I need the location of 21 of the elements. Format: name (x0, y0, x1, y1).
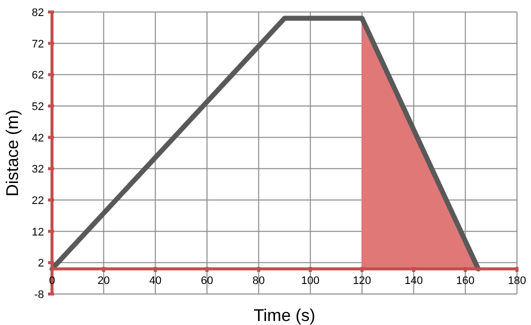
x-tick-label: 160 (456, 274, 475, 287)
x-tick-label: 100 (301, 274, 320, 287)
x-tick-label: 20 (98, 274, 110, 287)
y-tick-label: 12 (32, 226, 44, 238)
y-tick-label: 62 (32, 70, 44, 82)
x-axis-title: Time (s) (254, 306, 316, 325)
y-tick-label: 52 (32, 101, 44, 113)
x-tick-label: 80 (252, 274, 265, 287)
x-tick-label: 140 (404, 274, 423, 287)
y-tick-label: 82 (32, 7, 44, 19)
x-tick-label: 180 (508, 274, 526, 287)
y-tick-label: 72 (32, 38, 44, 50)
y-tick-label: 42 (32, 132, 44, 144)
y-tick-label: 2 (38, 258, 44, 270)
y-tick-label: 32 (32, 164, 44, 176)
y-axis-title: Distace (m) (3, 110, 22, 196)
x-tick-label: 40 (149, 274, 162, 287)
y-tick-label: -8 (34, 289, 44, 301)
x-tick-label: 60 (200, 274, 214, 287)
x-tick-label: 120 (352, 274, 372, 287)
y-tick-label: 22 (32, 195, 44, 207)
